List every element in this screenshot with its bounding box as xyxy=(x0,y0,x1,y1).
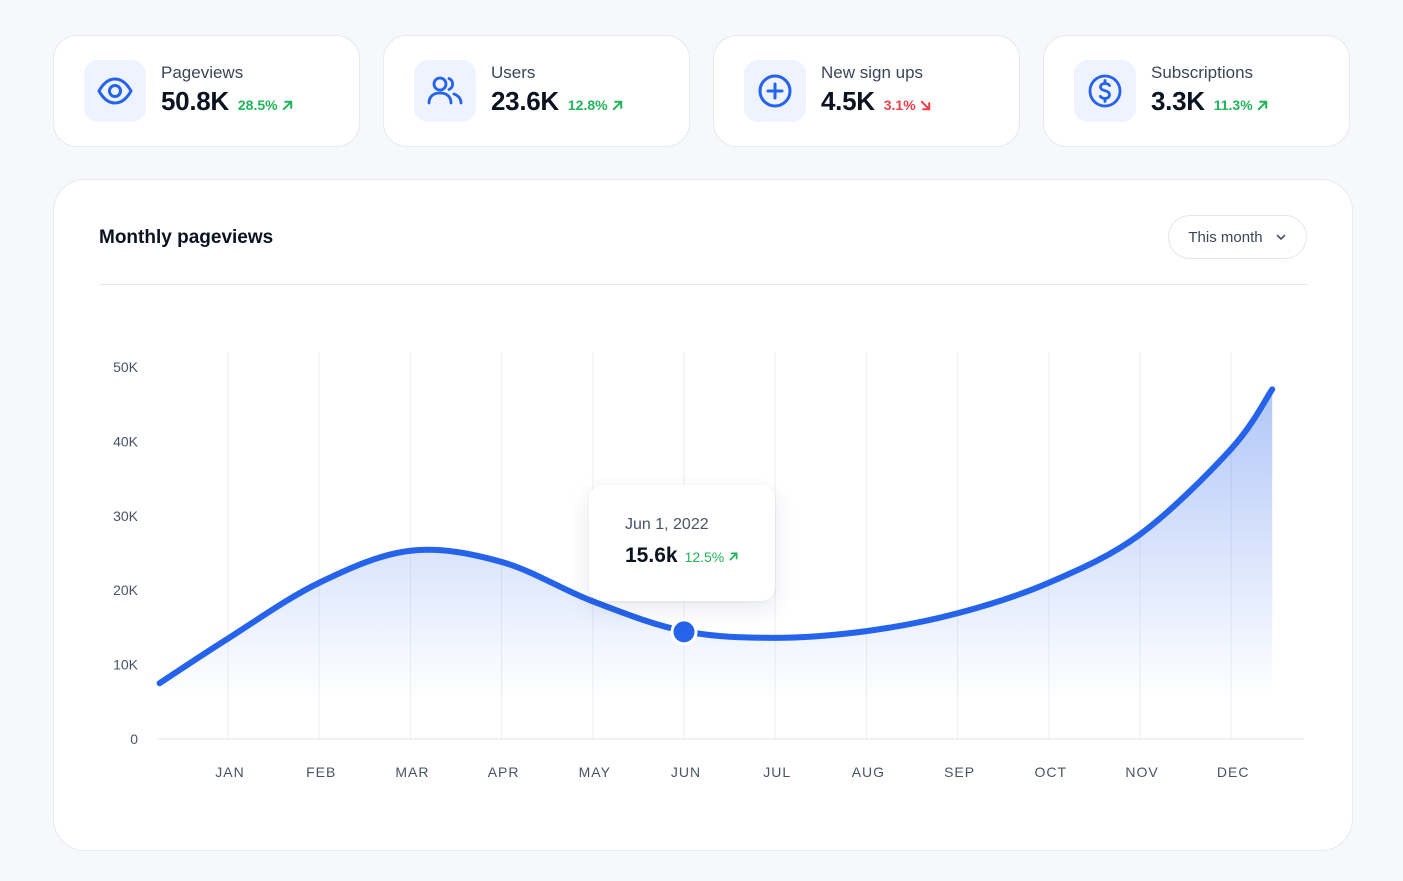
stat-delta: 11.3% xyxy=(1214,97,1269,113)
x-tick-label: MAR xyxy=(395,764,429,780)
arrow-up-right-icon xyxy=(612,100,622,110)
x-tick-label: AUG xyxy=(852,764,885,780)
x-tick-label: APR xyxy=(488,764,520,780)
dollar-circle-icon xyxy=(1074,60,1136,122)
range-select-label: This month xyxy=(1188,228,1263,246)
arrow-down-right-icon xyxy=(920,100,930,110)
series-line-pageviews xyxy=(156,386,1276,687)
arrow-up-right-icon xyxy=(729,552,738,561)
x-tick-label: NOV xyxy=(1125,764,1158,780)
y-tick-label: 50K xyxy=(113,359,139,375)
x-tick-label: DEC xyxy=(1217,764,1250,780)
y-tick-label: 30K xyxy=(113,508,139,524)
stat-value: 23.6K xyxy=(491,86,559,116)
stat-card-subscriptions[interactable]: Subscriptions 3.3K 11.3% xyxy=(1043,35,1350,147)
chart-tooltip: Jun 1, 2022 15.6k 12.5% xyxy=(589,485,775,601)
stat-delta: 3.1% xyxy=(884,97,932,113)
stat-card-users[interactable]: Users 23.6K 12.8% xyxy=(383,35,690,147)
tooltip-date: Jun 1, 2022 xyxy=(625,516,709,533)
y-tick-label: 0 xyxy=(130,731,138,747)
divider xyxy=(99,284,1308,285)
stat-delta: 12.8% xyxy=(568,97,624,113)
x-tick-label: JUL xyxy=(763,764,791,780)
stat-label: New sign ups xyxy=(821,63,924,82)
stat-label: Subscriptions xyxy=(1151,63,1254,82)
tooltip-value: 15.6k xyxy=(625,544,678,567)
stat-delta: 28.5% xyxy=(238,97,294,113)
chevron-down-icon xyxy=(1276,234,1285,240)
eye-icon xyxy=(84,60,146,122)
y-tick-label: 40K xyxy=(113,433,139,449)
y-tick-label: 10K xyxy=(113,657,139,673)
x-tick-label: JAN xyxy=(215,764,244,780)
chart-title: Monthly pageviews xyxy=(99,227,274,248)
stat-value: 3.3K xyxy=(1151,86,1205,116)
x-tick-label: FEB xyxy=(306,764,336,780)
arrow-up-right-icon xyxy=(1257,100,1267,110)
stat-card-new-sign-ups[interactable]: New sign ups 4.5K 3.1% xyxy=(713,35,1020,147)
arrow-up-right-icon xyxy=(282,100,292,110)
y-tick-label: 20K xyxy=(113,582,139,598)
x-tick-label: OCT xyxy=(1035,764,1068,780)
stat-card-pageviews[interactable]: Pageviews 50.8K 28.5% xyxy=(53,35,360,147)
range-select[interactable]: This month xyxy=(1168,215,1307,259)
stat-value: 50.8K xyxy=(161,86,229,116)
x-tick-label: SEP xyxy=(944,764,975,780)
x-tick-label: MAY xyxy=(579,764,611,780)
tooltip-delta: 12.5% xyxy=(685,549,740,565)
stat-value: 4.5K xyxy=(821,86,875,116)
stat-label: Pageviews xyxy=(161,63,244,82)
stat-label: Users xyxy=(491,63,536,82)
users-icon xyxy=(414,60,476,122)
plus-circle-icon xyxy=(744,60,806,122)
area-fill xyxy=(159,389,1273,699)
highlight-point[interactable] xyxy=(670,618,698,646)
x-tick-label: JUN xyxy=(671,764,701,780)
